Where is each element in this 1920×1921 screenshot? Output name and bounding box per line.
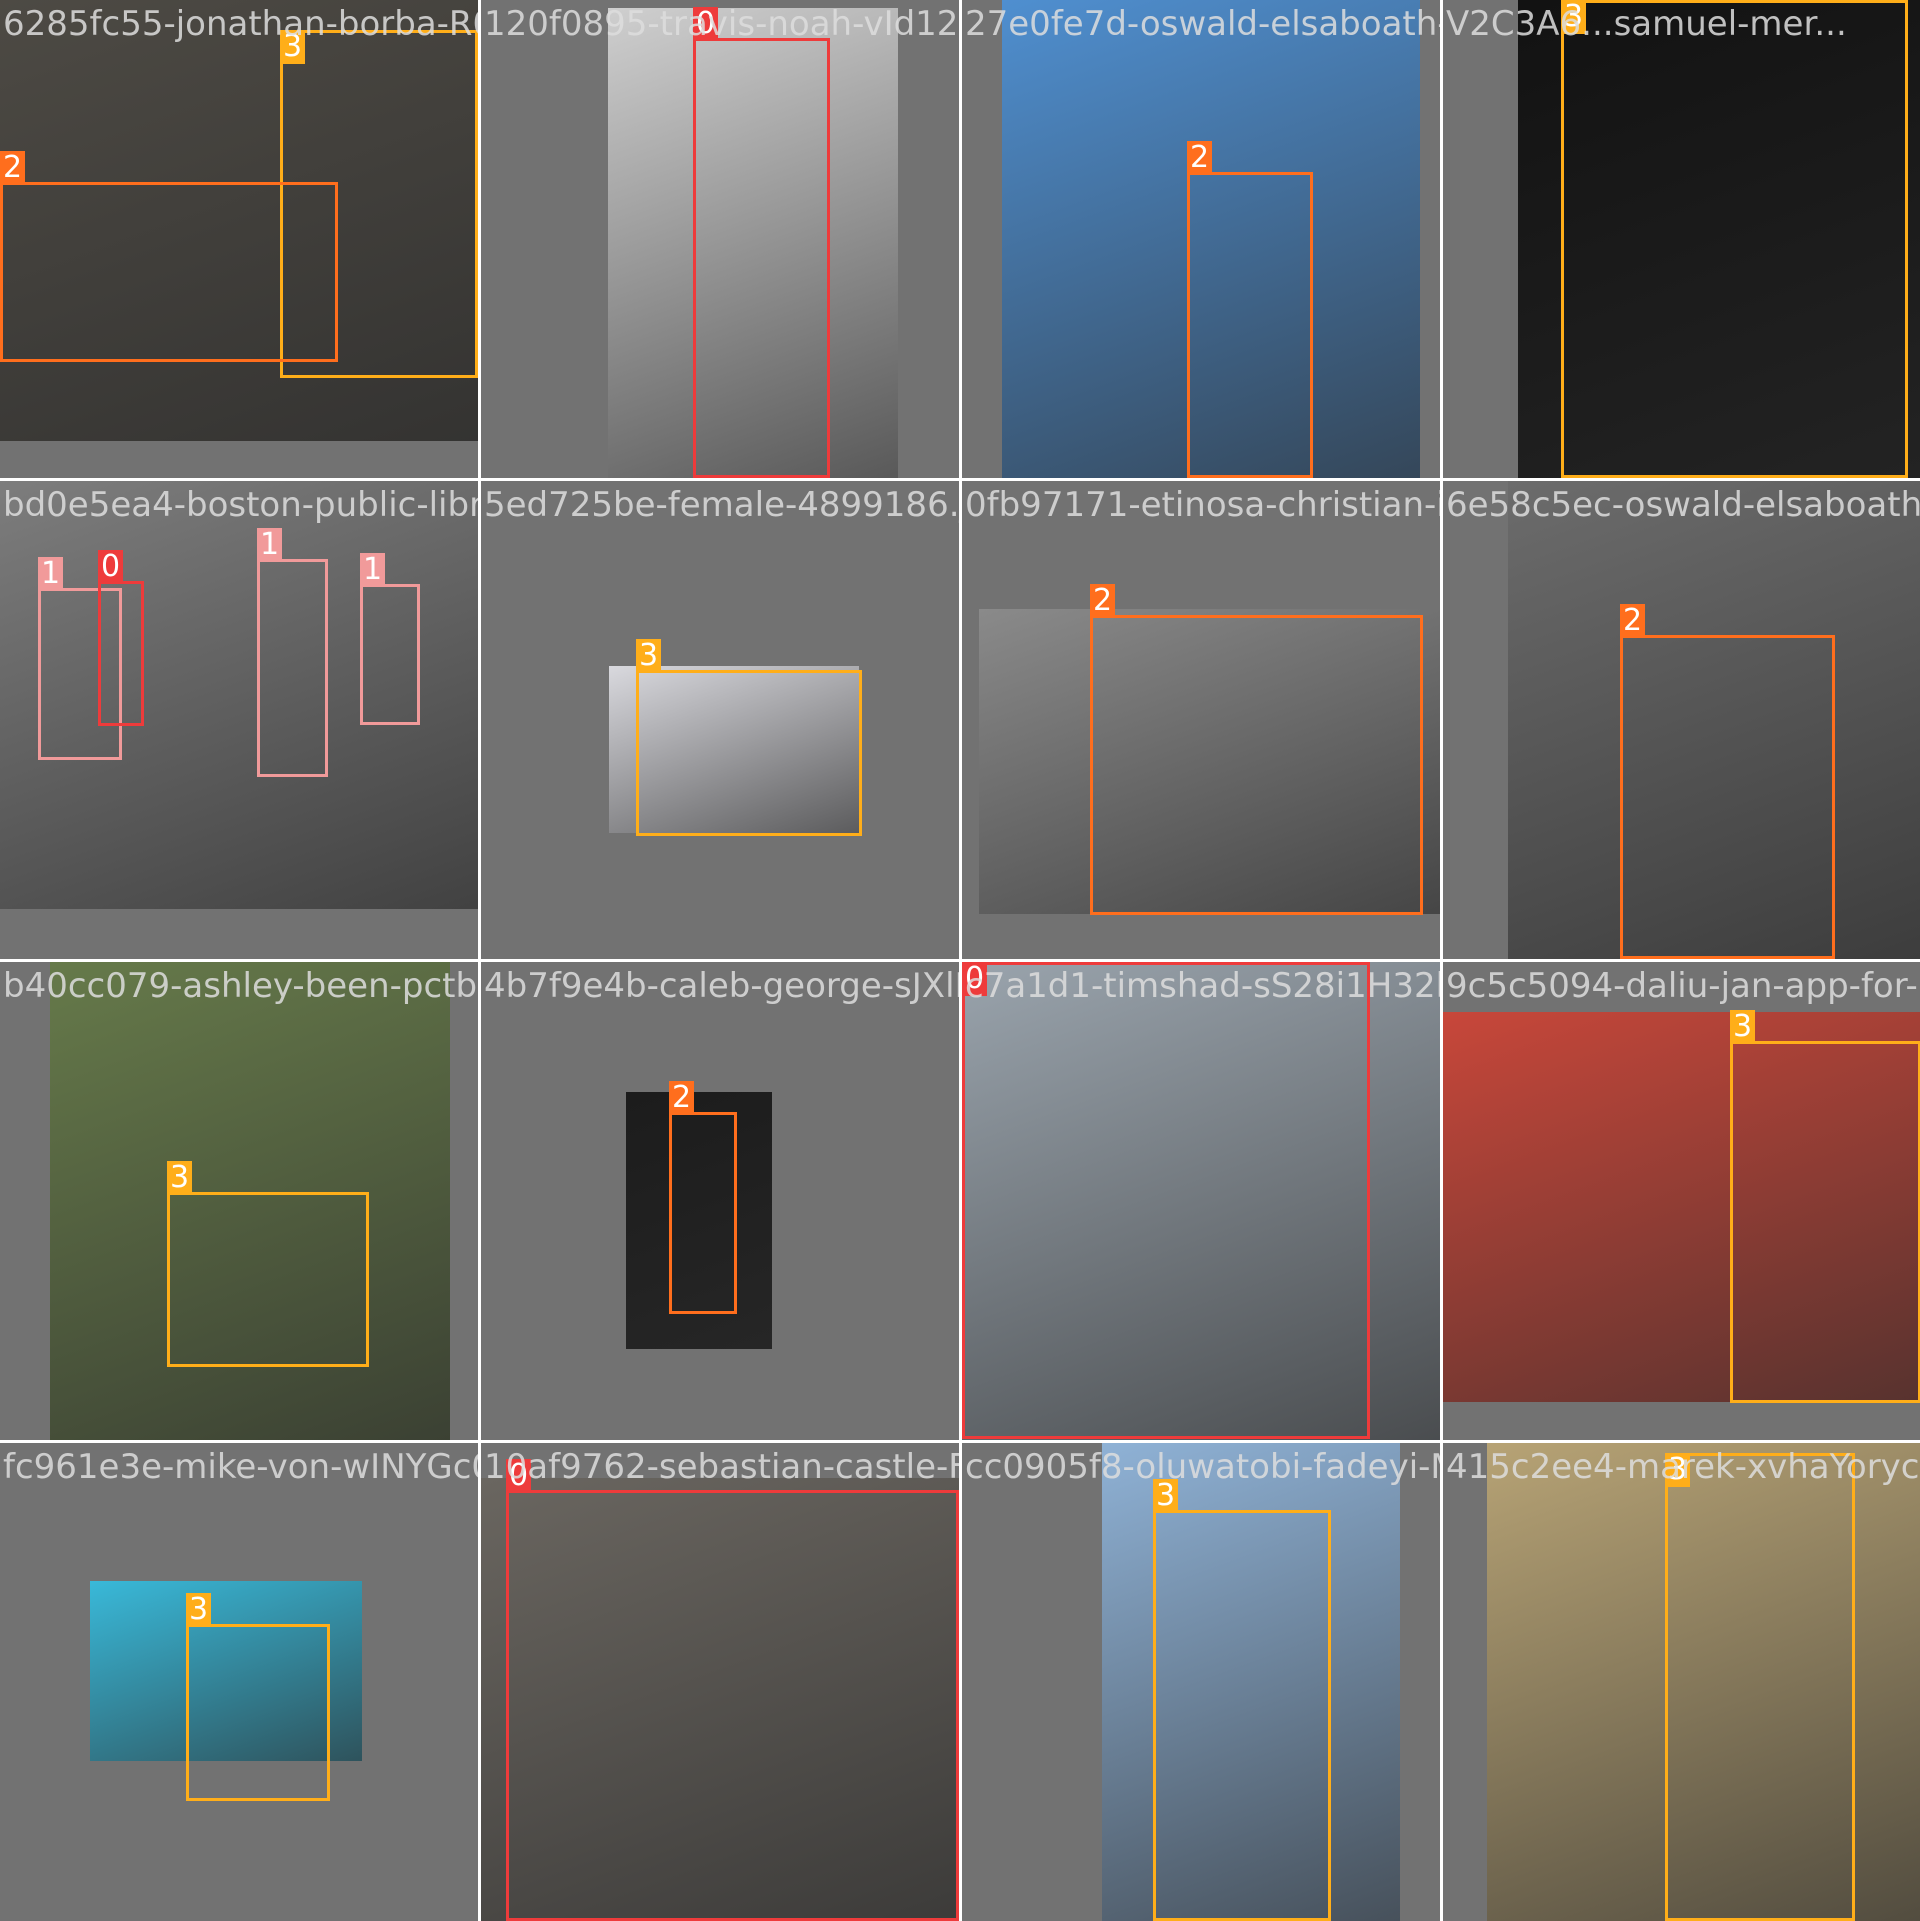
bounding-box: 3	[636, 639, 862, 836]
bounding-box: 1	[257, 528, 328, 777]
photo	[50, 962, 450, 1440]
photo	[0, 0, 478, 441]
class-label: 3	[1561, 0, 1587, 34]
image-tile: 3b40cc079-ashley-been-pctbasWuPzRl-unspl…	[0, 962, 478, 1440]
class-label: 2	[1090, 584, 1116, 618]
bounding-box: 0	[98, 550, 144, 726]
class-label: 2	[669, 1081, 695, 1115]
class-label: 3	[636, 639, 662, 673]
bounding-box: 1	[38, 557, 122, 760]
bounding-box: 3	[167, 1161, 369, 1367]
photo	[626, 1092, 772, 1349]
image-tile: 3 5ed725be-female-4899186.jpg	[481, 481, 959, 959]
class-label: 1	[360, 553, 386, 587]
class-label: 2	[0, 151, 26, 185]
image-tile: 2 0fb97171-etinosa-christian-igbinovia-un…	[962, 481, 1440, 959]
photo	[1518, 0, 1920, 478]
bounding-box: 2	[1090, 584, 1423, 915]
filename-caption: 4b7f9e4b-caleb-george-sJXlE7NzUDx-unspla…	[484, 966, 959, 1006]
class-label: 3	[186, 1593, 212, 1627]
photo	[979, 609, 1440, 914]
class-label: 0	[98, 550, 124, 584]
bounding-box: 2	[1187, 141, 1313, 478]
photo	[1487, 1443, 1920, 1921]
image-tile: 3 9c5c5094-daliu-jan-app-for-plus-size	[1443, 962, 1920, 1440]
image-tile: 326285fc55-jonathan-borba-R0y_bEUjiOM-un…	[0, 0, 478, 478]
bounding-box: 1	[360, 553, 420, 725]
photo	[1508, 481, 1920, 959]
photo	[1443, 1012, 1920, 1402]
photo	[1002, 0, 1420, 478]
bounding-box: 3	[1561, 0, 1908, 478]
bounding-box: 3	[186, 1593, 330, 1801]
bounding-box: 2	[0, 151, 338, 362]
bounding-box: 3	[1665, 1453, 1855, 1921]
image-tile: 3 V2C3A6...samuel-mer...	[1443, 0, 1920, 478]
class-label: 3	[1665, 1453, 1691, 1487]
bounding-box: 0	[962, 962, 1370, 1439]
bounding-box: 3	[1153, 1479, 1331, 1921]
bounding-box: 0	[693, 7, 830, 478]
class-label: 3	[1730, 1010, 1756, 1044]
filename-caption: 0fb97171-etinosa-christian-igbinovia-uns…	[965, 485, 1440, 525]
photo	[0, 481, 478, 909]
bounding-box: 2	[669, 1081, 737, 1314]
photo	[608, 8, 898, 478]
class-label: 1	[38, 557, 64, 591]
class-label: 2	[1620, 604, 1646, 638]
bounding-box: 3	[1730, 1010, 1920, 1403]
image-tile: 227e0fe7d-oswald-elsaboath-c26cAbQuuJXQ-…	[962, 0, 1440, 478]
photo	[609, 666, 859, 833]
image-tile: 1011bd0e5ea4-boston-public-library-L225w…	[0, 481, 478, 959]
bounding-box: 3	[280, 30, 478, 378]
bounding-box: 2	[1620, 604, 1835, 959]
class-label: 0	[506, 1459, 532, 1493]
filename-caption: 5ed725be-female-4899186.jpg	[484, 485, 959, 525]
class-label: 0	[693, 7, 719, 41]
photo	[90, 1581, 362, 1761]
class-label: 2	[1187, 141, 1213, 175]
image-tile: 3cc0905f8-oluwatobi-fadeyi-Mx4a45EO3cw-u…	[962, 1443, 1440, 1921]
class-label: 3	[167, 1161, 193, 1195]
image-tile: 010af9762-sebastian-castle-FUL09DB6BbU-u…	[481, 1443, 959, 1921]
photo	[962, 962, 1440, 1440]
class-label: 3	[280, 30, 306, 64]
class-label: 0	[962, 962, 988, 996]
filename-caption: 9c5c5094-daliu-jan-app-for-plus-size	[1446, 966, 1920, 1006]
bounding-box: 0	[506, 1459, 959, 1921]
photo	[1102, 1443, 1400, 1921]
image-tile: 2 4b7f9e4b-caleb-george-sJXlE7NzUDx-unspl…	[481, 962, 959, 1440]
class-label: 3	[1153, 1479, 1179, 1513]
image-tile: 0120f0895-travis-noah-vId12zmfSz0-unspla…	[481, 0, 959, 478]
class-label: 1	[257, 528, 283, 562]
photo	[481, 1478, 959, 1921]
